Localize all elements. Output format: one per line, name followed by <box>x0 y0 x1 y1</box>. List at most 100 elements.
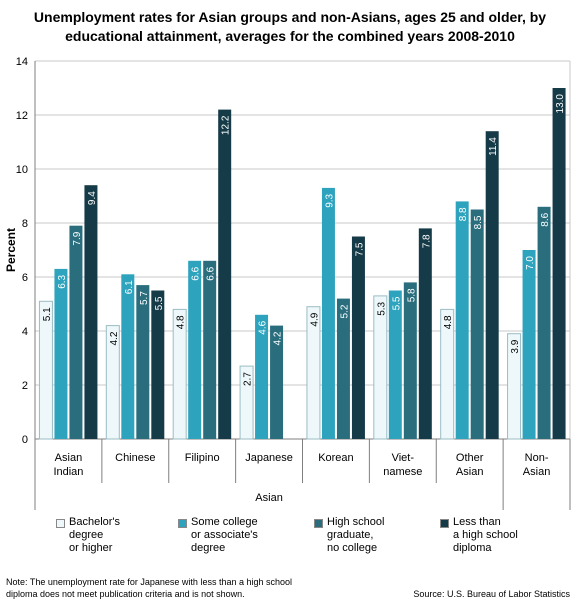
chart-note-line1: Note: The unemployment rate for Japanese… <box>6 577 293 587</box>
bar <box>455 201 469 439</box>
data-label: 6.6 <box>206 266 217 280</box>
x-tick-label: Filipino <box>185 452 220 464</box>
data-label: 6.1 <box>124 280 135 294</box>
legend-label-less-than-high-school: Less than a high school diploma <box>453 516 563 555</box>
data-label: 8.6 <box>540 212 551 226</box>
bar <box>373 295 388 440</box>
data-label: 4.8 <box>443 315 454 329</box>
x-tick-label: Indian <box>53 466 83 478</box>
y-axis-title: Percent <box>4 228 18 272</box>
legend-label-line: Less than <box>453 516 501 528</box>
x-tick-label: Asian <box>523 466 551 478</box>
bar <box>121 274 135 439</box>
chart-title-line2: educational attainment, averages for the… <box>65 28 515 44</box>
y-tick-label: 10 <box>16 164 28 176</box>
legend-label-line: a high school <box>453 529 518 541</box>
bar <box>485 131 499 439</box>
data-label: 3.9 <box>510 339 521 353</box>
bar <box>418 228 432 439</box>
legend-swatch-high-school <box>314 519 323 528</box>
x-tick-label: Chinese <box>115 452 155 464</box>
legend-label-line: or higher <box>69 542 113 554</box>
data-label: 9.4 <box>87 191 98 205</box>
bar <box>537 206 551 439</box>
chart-title-line1: Unemployment rates for Asian groups and … <box>33 9 547 25</box>
legend-label-line: or associate's <box>191 529 258 541</box>
y-tick-label: 4 <box>22 326 28 338</box>
x-tick-label: Other <box>456 452 484 464</box>
chart-source: Source: U.S. Bureau of Labor Statistics <box>413 589 570 599</box>
y-tick-label: 14 <box>16 56 28 68</box>
data-label: 4.2 <box>109 331 120 345</box>
bar <box>172 308 187 440</box>
bar <box>336 298 350 439</box>
legend-swatch-some-college <box>178 519 187 528</box>
data-label: 11.4 <box>488 137 499 156</box>
legend-label-bachelors: Bachelor's degree or higher <box>69 516 179 555</box>
data-label: 5.1 <box>42 307 53 321</box>
legend-swatch-bachelors <box>56 519 65 528</box>
x-tick-label: Asian <box>456 466 484 478</box>
bar <box>321 187 335 439</box>
data-label: 8.8 <box>458 207 469 221</box>
y-tick-label: 0 <box>22 434 28 446</box>
bar <box>403 282 417 439</box>
legend-label-line: graduate, <box>327 529 374 541</box>
bar <box>54 268 68 439</box>
bar <box>203 260 217 439</box>
y-tick-label: 12 <box>16 110 28 122</box>
data-label: 7.0 <box>525 256 536 270</box>
bar <box>188 260 202 439</box>
bar <box>552 88 566 439</box>
legend-label-some-college: Some college or associate's degree <box>191 516 301 555</box>
data-label: 5.5 <box>154 296 165 310</box>
data-label: 2.7 <box>243 372 254 386</box>
y-tick-label: 6 <box>22 272 28 284</box>
bar <box>239 365 254 440</box>
legend-swatch-less-than-high-school <box>440 519 449 528</box>
data-label: 5.7 <box>139 291 150 305</box>
chart-note-line2: diploma does not meet publication criter… <box>6 589 245 599</box>
legend-label-line: Bachelor's <box>69 516 121 528</box>
bar <box>270 325 284 439</box>
data-label: 7.5 <box>354 242 365 256</box>
legend-label-line: diploma <box>453 542 492 554</box>
bar <box>388 290 402 439</box>
data-label: 4.8 <box>176 315 187 329</box>
data-label: 12.2 <box>221 115 232 135</box>
legend-label-line: Some college <box>191 516 258 528</box>
bar <box>507 333 522 440</box>
y-tick-label: 2 <box>22 380 28 392</box>
data-label: 9.3 <box>324 193 335 207</box>
data-label: 5.8 <box>406 288 417 302</box>
bar <box>136 285 150 439</box>
legend-label-line: High school <box>327 516 385 528</box>
data-label: 5.2 <box>339 304 350 318</box>
x-tick-label: Asian <box>55 452 83 464</box>
bar <box>522 250 536 439</box>
data-label: 13.0 <box>555 94 566 114</box>
x-tick-label: Korean <box>318 452 353 464</box>
bar <box>255 314 269 439</box>
legend-label-line: degree <box>191 542 226 554</box>
chart-note: Note: The unemployment rate for Japanese… <box>6 576 346 600</box>
bar <box>69 225 83 439</box>
data-label: 4.6 <box>258 320 269 334</box>
data-label: 8.5 <box>473 215 484 229</box>
data-label: 5.5 <box>391 296 402 310</box>
bar <box>151 290 165 439</box>
bar <box>218 109 232 439</box>
data-label: 5.3 <box>376 301 387 315</box>
legend-label-line: no college <box>327 542 378 554</box>
bar <box>84 185 98 439</box>
y-tick-label: 8 <box>22 218 28 230</box>
chart-title: Unemployment rates for Asian groups and … <box>0 8 580 46</box>
bar <box>306 306 321 440</box>
data-label: 6.3 <box>57 274 68 288</box>
bar <box>38 300 53 440</box>
x-axis-group-label: Asian <box>255 492 283 504</box>
bar <box>440 308 455 440</box>
legend-label-line: degree <box>69 529 104 541</box>
x-tick-label: Non- <box>525 452 549 464</box>
